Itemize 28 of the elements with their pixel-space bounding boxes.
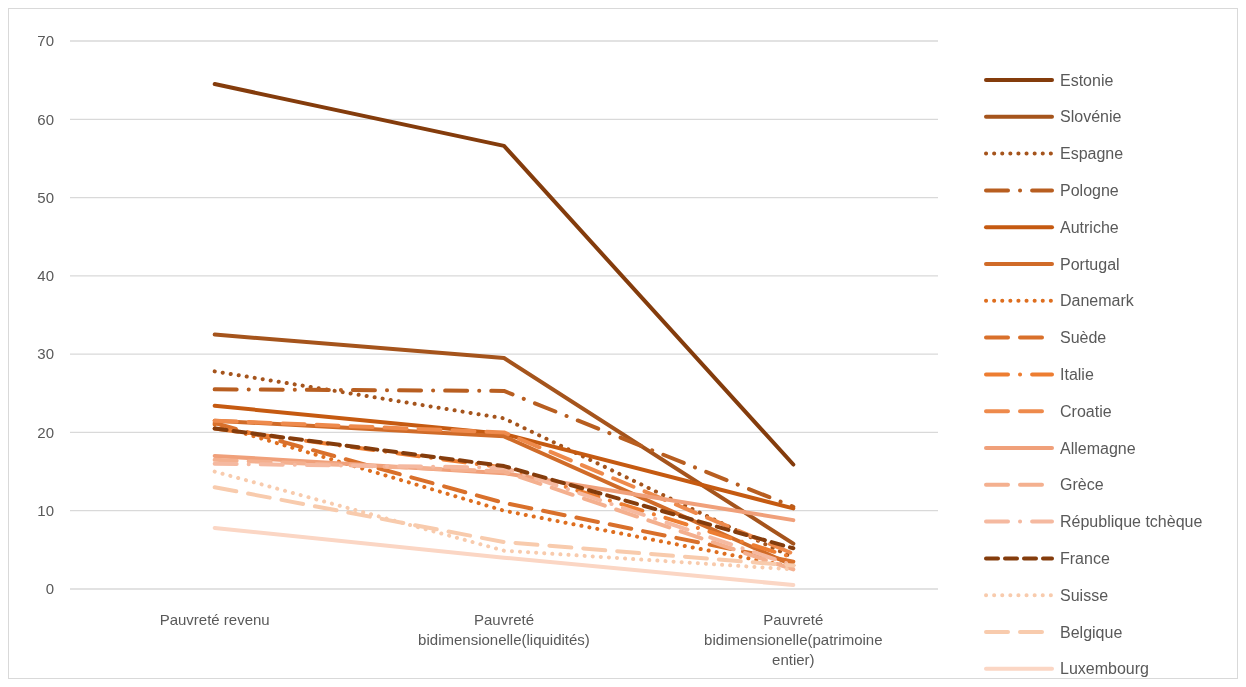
y-tick-label: 50 xyxy=(37,188,54,206)
y-tick-label: 40 xyxy=(37,267,54,285)
legend-label: Pologne xyxy=(1060,182,1119,199)
legend-label: Croatie xyxy=(1060,402,1112,420)
legend-label: Grèce xyxy=(1060,476,1104,494)
legend-label: Espagne xyxy=(1060,145,1124,163)
legend-label: Suède xyxy=(1060,329,1107,347)
x-tick-label: Pauvreté revenu xyxy=(159,611,270,628)
legend-label: Estonie xyxy=(1060,71,1114,89)
legend-label: Slovénie xyxy=(1060,108,1122,126)
x-tick-label: Pauvreté bidimensionelle(liquidités) xyxy=(418,611,590,648)
legend-label: France xyxy=(1060,550,1110,567)
y-tick-label: 20 xyxy=(37,423,54,441)
legend-label: Portugal xyxy=(1060,255,1120,273)
legend-label: Luxembourg xyxy=(1060,660,1149,678)
y-tick-label: 60 xyxy=(37,110,54,128)
legend-label: Danemark xyxy=(1060,292,1135,310)
y-tick-label: 30 xyxy=(37,345,54,363)
legend-label: Suisse xyxy=(1060,586,1109,604)
legend-label: République tchèque xyxy=(1060,513,1203,531)
y-tick-label: 10 xyxy=(37,501,54,519)
legend-label: Belgique xyxy=(1060,623,1123,641)
legend-label: Autriche xyxy=(1060,218,1119,236)
legend-label: Italie xyxy=(1060,366,1094,383)
y-tick-label: 0 xyxy=(45,580,54,598)
legend-label: Allemagne xyxy=(1060,439,1136,457)
y-tick-label: 70 xyxy=(37,32,54,50)
x-tick-label: Pauvreté bidimensionelle(patrimoine entier) xyxy=(704,611,883,668)
